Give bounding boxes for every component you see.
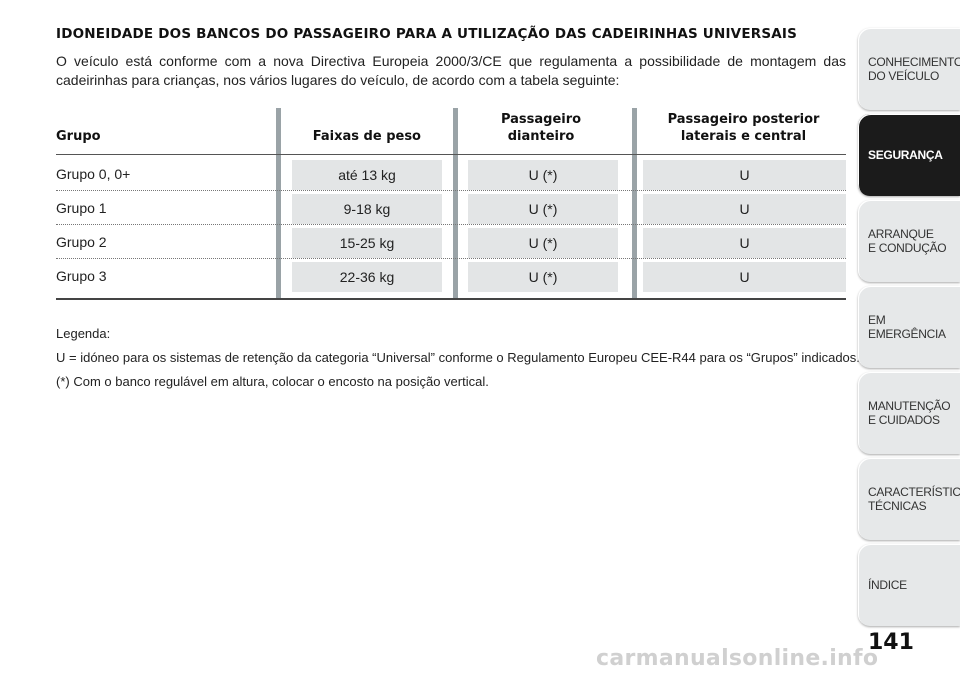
tab-label: EM EMERGÊNCIA bbox=[868, 313, 946, 341]
cell-rear: U bbox=[643, 160, 846, 190]
cell-front: U (*) bbox=[468, 194, 618, 224]
legend-title: Legenda: bbox=[56, 326, 111, 341]
column-divider bbox=[453, 108, 458, 300]
cell-weight: até 13 kg bbox=[292, 160, 442, 190]
header-group: Grupo bbox=[56, 129, 101, 144]
header-front-passenger: Passageiro dianteiro bbox=[500, 112, 582, 144]
tab-label: CARACTERÍSTICAS TÉCNICAS bbox=[868, 485, 960, 513]
watermark: carmanualsonline.info bbox=[596, 646, 879, 671]
header-divider bbox=[56, 154, 846, 155]
header-rear-passenger: Passageiro posterior laterais e central bbox=[667, 112, 820, 144]
table-bottom-rule bbox=[56, 298, 846, 300]
cell-group: Grupo 1 bbox=[56, 200, 107, 216]
column-divider bbox=[632, 108, 637, 300]
cell-rear: U bbox=[643, 194, 846, 224]
table-row: Grupo 3 22-36 kg U (*) U bbox=[56, 259, 846, 293]
table-row: Grupo 1 9-18 kg U (*) U bbox=[56, 191, 846, 225]
cell-weight: 15-25 kg bbox=[292, 228, 442, 258]
tab-conhecimento-do-veiculo[interactable]: CONHECIMENTO DO VEÍCULO bbox=[858, 28, 960, 110]
table-row: Grupo 2 15-25 kg U (*) U bbox=[56, 225, 846, 259]
column-divider bbox=[276, 108, 281, 300]
cell-rear: U bbox=[643, 262, 846, 292]
cell-group: Grupo 3 bbox=[56, 268, 107, 284]
child-seat-table: Grupo Faixas de peso Passageiro dianteir… bbox=[56, 108, 846, 300]
tab-label: SEGURANÇA bbox=[868, 148, 943, 162]
tab-label: ÍNDICE bbox=[868, 578, 907, 592]
intro-paragraph: O veículo está conforme com a nova Direc… bbox=[56, 53, 846, 88]
cell-group: Grupo 2 bbox=[56, 234, 107, 250]
cell-front: U (*) bbox=[468, 262, 618, 292]
tab-arranque-e-conducao[interactable]: ARRANQUE E CONDUÇÃO bbox=[858, 200, 960, 282]
row-separator bbox=[56, 190, 846, 191]
row-separator bbox=[56, 258, 846, 259]
tab-caracteristicas-tecnicas[interactable]: CARACTERÍSTICAS TÉCNICAS bbox=[858, 458, 960, 540]
tab-manutencao-e-cuidados[interactable]: MANUTENÇÃO E CUIDADOS bbox=[858, 372, 960, 454]
header-weight: Faixas de peso bbox=[312, 129, 421, 144]
cell-front: U (*) bbox=[468, 160, 618, 190]
table-row: Grupo 0, 0+ até 13 kg U (*) U bbox=[56, 157, 846, 191]
tab-em-emergencia[interactable]: EM EMERGÊNCIA bbox=[858, 286, 960, 368]
legend-line-asterisk: (*) Com o banco regulável em altura, col… bbox=[56, 374, 489, 389]
tab-seguranca[interactable]: SEGURANÇA bbox=[858, 114, 960, 196]
legend-line-u: U = idóneo para os sistemas de retenção … bbox=[56, 350, 860, 365]
page-title: IDONEIDADE DOS BANCOS DO PASSAGEIRO PARA… bbox=[56, 26, 798, 42]
tab-label: CONHECIMENTO DO VEÍCULO bbox=[868, 55, 960, 83]
tab-label: ARRANQUE E CONDUÇÃO bbox=[868, 227, 947, 255]
cell-rear: U bbox=[643, 228, 846, 258]
page-number: 141 bbox=[868, 630, 914, 655]
cell-weight: 9-18 kg bbox=[292, 194, 442, 224]
cell-group: Grupo 0, 0+ bbox=[56, 166, 131, 182]
tab-indice[interactable]: ÍNDICE bbox=[858, 544, 960, 626]
cell-weight: 22-36 kg bbox=[292, 262, 442, 292]
tab-label: MANUTENÇÃO E CUIDADOS bbox=[868, 399, 951, 427]
row-separator bbox=[56, 224, 846, 225]
cell-front: U (*) bbox=[468, 228, 618, 258]
